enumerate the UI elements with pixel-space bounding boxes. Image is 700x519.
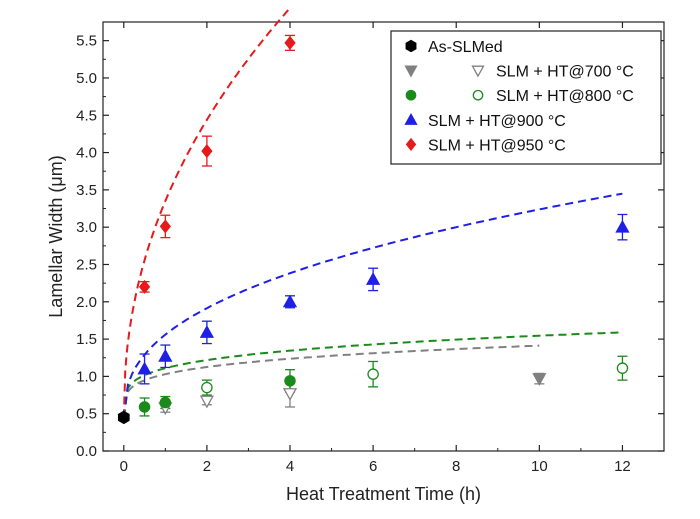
fit-curve <box>122 331 623 418</box>
legend-label: As-SLMed <box>428 39 503 56</box>
y-tick-label: 2.0 <box>76 294 97 311</box>
y-tick-label: 2.5 <box>76 256 97 273</box>
legend-label: SLM + HT@800 °C <box>496 88 634 105</box>
legend-marker <box>405 89 417 101</box>
plot-border <box>102 21 665 452</box>
data-point <box>366 272 381 285</box>
legend: As-SLMed SLM + HT@700 °C SLM + HT@800 °C SL… <box>390 30 662 165</box>
y-tick-label: 0.5 <box>76 406 97 423</box>
data-point <box>616 362 629 374</box>
plot-frame <box>102 21 665 452</box>
y-tick-label: 3.5 <box>76 182 97 199</box>
fit-curve <box>122 7 291 418</box>
data-point <box>367 368 379 380</box>
x-tick-label: 10 <box>531 458 548 475</box>
legend-marker <box>405 39 417 53</box>
data-point <box>137 361 152 375</box>
data-point <box>199 325 214 338</box>
x-tick-label: 12 <box>614 458 631 475</box>
data-point <box>201 144 213 159</box>
fit-curve <box>122 344 540 418</box>
y-tick-label: 5.5 <box>76 33 97 50</box>
data-point <box>615 219 630 233</box>
x-tick-label: 2 <box>203 458 211 475</box>
data-point <box>138 279 151 294</box>
y-tick-label: 5.0 <box>76 70 97 87</box>
y-tick-label: 0.0 <box>76 443 97 460</box>
x-tick-label: 0 <box>120 458 128 475</box>
data-point <box>201 381 213 394</box>
legend-marker <box>472 89 484 101</box>
y-tick-label: 4.5 <box>76 107 97 124</box>
data-point <box>138 401 151 413</box>
x-tick-label: 8 <box>452 458 460 475</box>
legend-box <box>390 30 662 165</box>
y-tick-label: 1.5 <box>76 331 97 348</box>
data-point <box>282 388 298 401</box>
fit-curve <box>122 192 623 418</box>
y-tick-label: 1.0 <box>76 368 97 385</box>
x-tick-label: 6 <box>369 458 377 475</box>
legend-label: SLM + HT@700 °C <box>496 64 634 81</box>
axis-ticks: 0 2 4 6 8 10 12 0.0 0.5 1.0 1.5 2.0 2.5 3.0 3.5 4.0 4.5 5… <box>76 22 664 475</box>
legend-marker <box>405 137 417 151</box>
legend-marker <box>404 112 418 125</box>
x-tick-label: 4 <box>286 458 294 475</box>
legend-marker <box>471 65 485 78</box>
fit-curves <box>122 7 623 418</box>
data-point <box>159 396 172 409</box>
data-point <box>284 375 296 387</box>
data-point <box>199 395 214 409</box>
data-point <box>117 410 130 425</box>
data-point <box>284 35 296 50</box>
data-point <box>532 373 547 386</box>
x-axis-title: Heat Treatment Time (h) <box>286 484 481 504</box>
y-tick-label: 3.0 <box>76 219 97 236</box>
y-axis-title: Lamellar Width (μm) <box>46 155 66 317</box>
legend-label: SLM + HT@950 °C <box>428 137 566 154</box>
data-point <box>159 219 171 234</box>
y-tick-label: 4.0 <box>76 145 97 162</box>
legend-label: SLM + HT@900 °C <box>428 113 566 130</box>
data-points <box>117 35 630 425</box>
legend-marker <box>404 65 418 78</box>
data-point <box>158 348 173 362</box>
data-point <box>282 294 298 308</box>
